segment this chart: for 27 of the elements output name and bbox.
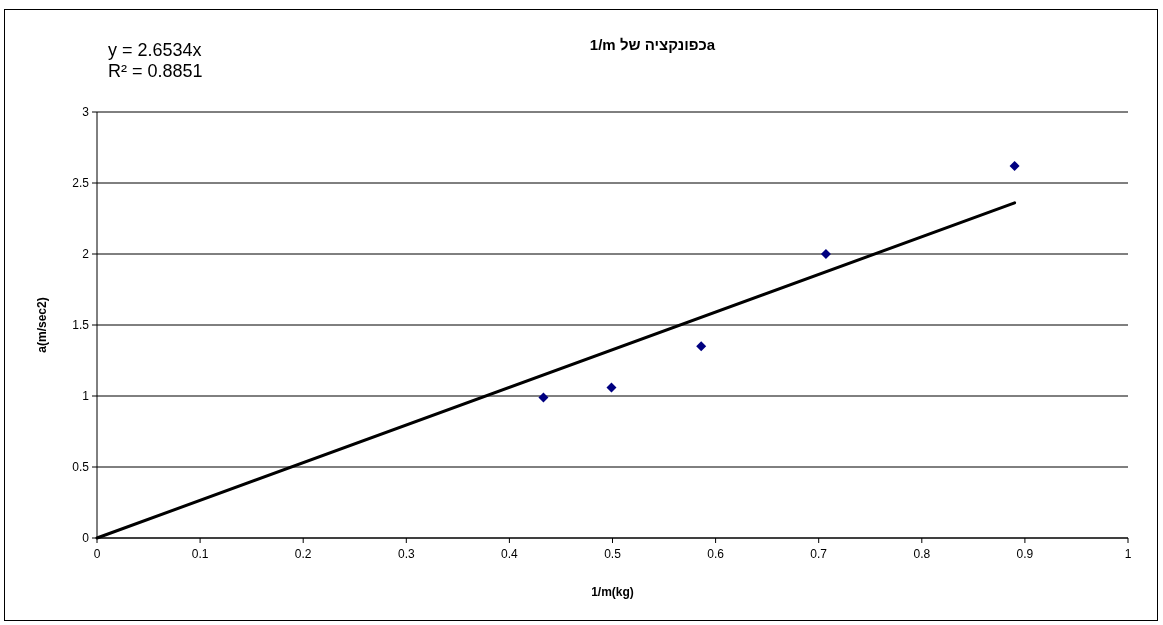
x-tick-label: 0.5 [604,547,622,561]
point [606,382,617,393]
x-tick-label: 0.4 [501,547,519,561]
point [696,341,707,352]
y-tick-label: 2 [82,247,90,261]
x-tick-label: 0 [93,547,101,561]
y-tick-label: 0.5 [72,460,90,474]
y-tick-label: 2.5 [72,176,90,190]
x-axis-title: 1/m(kg) [591,585,634,599]
y-tick-label: 1.5 [72,318,90,332]
x-tick-label: 0.6 [707,547,725,561]
y-tick-label: 3 [82,105,90,119]
point [538,392,549,403]
text: y = 2.6534x [108,40,202,60]
x-tick-label: 0.7 [810,547,828,561]
x-tick-label: 0.8 [913,547,931,561]
x-tick-label: 0.3 [397,547,415,561]
text: R² = 0.8851 [108,61,203,81]
point [1009,160,1020,171]
x-tick-label: 0.2 [294,547,312,561]
point [820,249,831,259]
x-tick-label: 0.1 [191,547,209,561]
y-axis-title: a(m/sec2) [35,297,49,353]
x-tick-label: 1 [1124,547,1132,561]
y-tick-label: 0 [82,531,90,545]
y-tick-label: 1 [82,389,90,403]
x-tick-label: 0.9 [1016,547,1034,561]
